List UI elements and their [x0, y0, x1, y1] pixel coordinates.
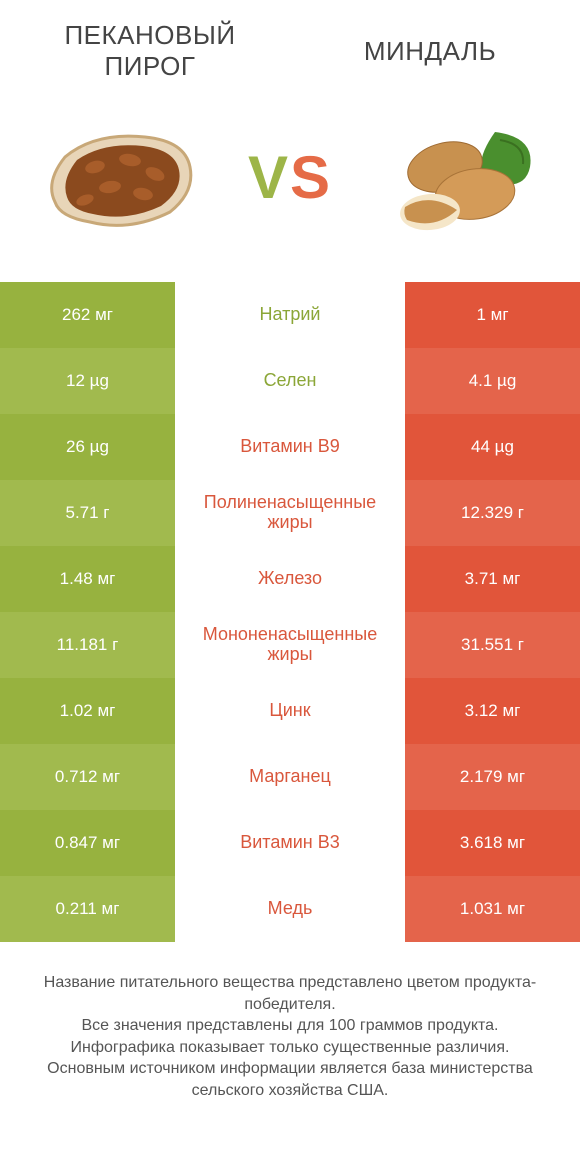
left-value: 5.71 г — [0, 480, 175, 546]
vs-v: V — [248, 144, 290, 211]
right-value: 4.1 µg — [405, 348, 580, 414]
left-value: 1.02 мг — [0, 678, 175, 744]
table-row: 5.71 гПолиненасыщенные жиры12.329 г — [0, 480, 580, 546]
right-title: МИНДАЛЬ — [310, 36, 550, 67]
table-row: 1.48 мгЖелезо3.71 мг — [0, 546, 580, 612]
nutrient-name: Селен — [175, 348, 405, 414]
table-row: 1.02 мгЦинк3.12 мг — [0, 678, 580, 744]
nutrient-name: Цинк — [175, 678, 405, 744]
right-value: 3.618 мг — [405, 810, 580, 876]
table-row: 262 мгНатрий1 мг — [0, 282, 580, 348]
right-value: 1.031 мг — [405, 876, 580, 942]
table-row: 0.847 мгВитамин B33.618 мг — [0, 810, 580, 876]
table-row: 11.181 гМононенасыщенные жиры31.551 г — [0, 612, 580, 678]
left-value: 0.211 мг — [0, 876, 175, 942]
left-value: 0.847 мг — [0, 810, 175, 876]
vs-s: S — [290, 144, 332, 211]
left-value: 262 мг — [0, 282, 175, 348]
image-vs-row: VS — [0, 92, 580, 282]
right-value: 44 µg — [405, 414, 580, 480]
vs-label: VS — [248, 143, 332, 212]
right-value: 12.329 г — [405, 480, 580, 546]
table-row: 12 µgСелен4.1 µg — [0, 348, 580, 414]
almond-icon — [375, 112, 545, 242]
nutrient-name: Полиненасыщенные жиры — [175, 480, 405, 546]
right-value: 1 мг — [405, 282, 580, 348]
table-row: 0.712 мгМарганец2.179 мг — [0, 744, 580, 810]
nutrient-name: Витамин B9 — [175, 414, 405, 480]
right-value: 3.12 мг — [405, 678, 580, 744]
footer-note: Название питательного вещества представл… — [0, 942, 580, 1112]
nutrient-name: Мононенасыщенные жиры — [175, 612, 405, 678]
right-value: 31.551 г — [405, 612, 580, 678]
nutrient-name: Марганец — [175, 744, 405, 810]
nutrient-name: Натрий — [175, 282, 405, 348]
left-value: 1.48 мг — [0, 546, 175, 612]
nutrient-name: Железо — [175, 546, 405, 612]
left-value: 26 µg — [0, 414, 175, 480]
table-row: 0.211 мгМедь1.031 мг — [0, 876, 580, 942]
comparison-table: 262 мгНатрий1 мг12 µgСелен4.1 µg26 µgВит… — [0, 282, 580, 942]
nutrient-name: Витамин B3 — [175, 810, 405, 876]
left-value: 12 µg — [0, 348, 175, 414]
left-value: 0.712 мг — [0, 744, 175, 810]
left-value: 11.181 г — [0, 612, 175, 678]
header: ПЕКАНОВЫЙ ПИРОГ МИНДАЛЬ — [0, 0, 580, 92]
pecan-pie-icon — [35, 112, 205, 242]
left-title: ПЕКАНОВЫЙ ПИРОГ — [30, 20, 270, 82]
nutrient-name: Медь — [175, 876, 405, 942]
table-row: 26 µgВитамин B944 µg — [0, 414, 580, 480]
right-value: 2.179 мг — [405, 744, 580, 810]
right-value: 3.71 мг — [405, 546, 580, 612]
